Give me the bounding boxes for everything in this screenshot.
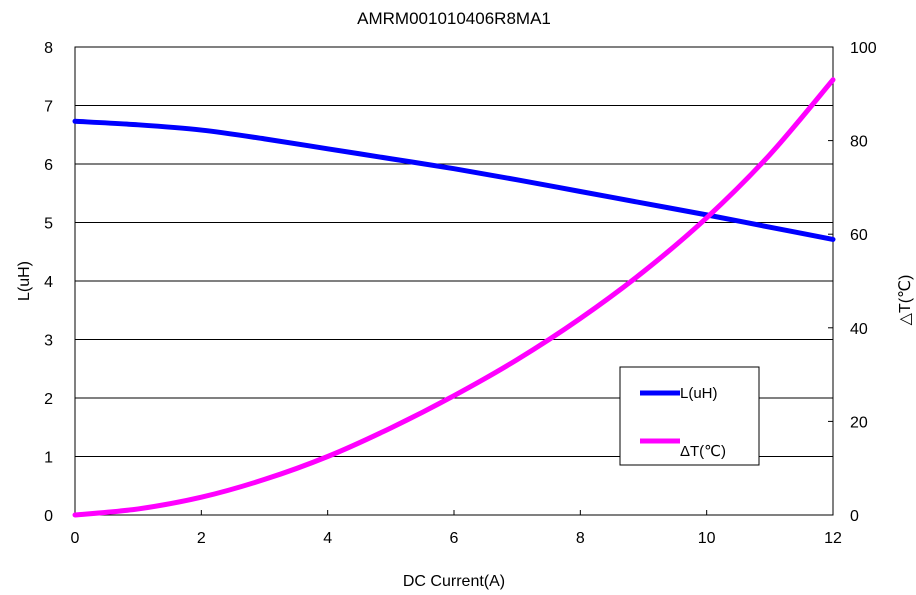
y-tick-label-4: 4 xyxy=(44,274,53,291)
x-tick-label-3: 6 xyxy=(450,530,459,547)
chart-title: AMRM001010406R8MA1 xyxy=(357,9,551,28)
y-tick-label-8: 8 xyxy=(44,40,53,57)
y2-tick-label-4: 80 xyxy=(850,134,868,151)
y2-tick-label-1: 20 xyxy=(850,414,868,431)
y-axis-ticks: 0 1 2 3 4 5 6 7 8 xyxy=(44,40,80,525)
x-tick-label-0: 0 xyxy=(71,530,80,547)
series-line-0 xyxy=(72,118,836,242)
legend-label-l: L(uH) xyxy=(680,385,718,402)
legend: L(uH) ΔT(℃) xyxy=(619,366,760,466)
legend-box xyxy=(619,366,760,466)
y2-axis-label: △T(℃) xyxy=(897,275,914,326)
y2-tick-label-3: 60 xyxy=(850,227,868,244)
y-tick-label-1: 1 xyxy=(44,450,53,467)
y-tick-label-0: 0 xyxy=(44,508,53,525)
y2-tick-label-5: 100 xyxy=(850,40,877,57)
y-tick-label-2: 2 xyxy=(44,391,53,408)
y2-tick-label-2: 40 xyxy=(850,321,868,338)
x-tick-label-4: 8 xyxy=(576,530,585,547)
legend-label-dt: ΔT(℃) xyxy=(680,443,726,460)
x-axis-label: DC Current(A) xyxy=(403,573,505,590)
y-tick-label-7: 7 xyxy=(44,99,53,116)
series-lines xyxy=(72,77,836,518)
x-axis-ticks: 0 2 4 6 8 10 12 xyxy=(71,510,842,547)
series-line-1 xyxy=(72,77,836,518)
x-tick-label-5: 10 xyxy=(698,530,716,547)
gridlines xyxy=(75,105,833,457)
y-tick-label-5: 5 xyxy=(44,216,53,233)
y-tick-label-3: 3 xyxy=(44,333,53,350)
x-tick-label-2: 4 xyxy=(323,530,332,547)
y-axis-label: L(uH) xyxy=(16,261,33,301)
y2-tick-label-0: 0 xyxy=(850,508,859,525)
x-tick-label-1: 2 xyxy=(197,530,206,547)
y2-axis-ticks: 0 20 40 60 80 100 xyxy=(828,40,877,525)
y-tick-label-6: 6 xyxy=(44,157,53,174)
x-tick-label-6: 12 xyxy=(824,530,842,547)
